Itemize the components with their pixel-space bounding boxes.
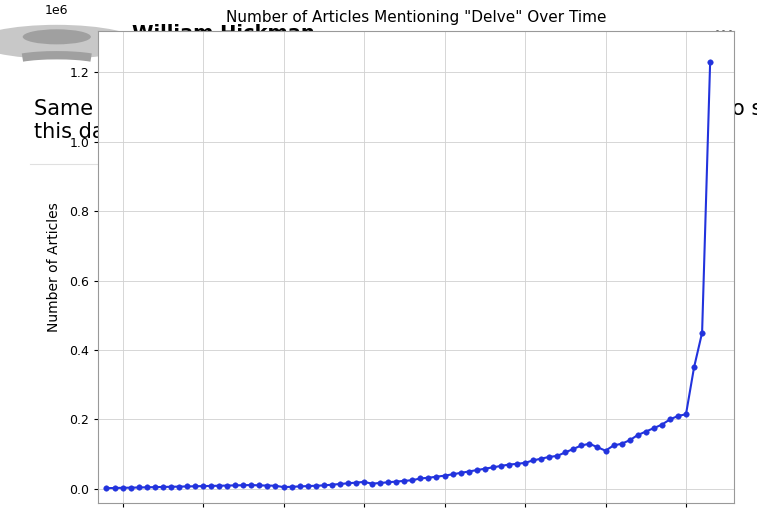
Circle shape: [23, 29, 91, 44]
Circle shape: [0, 24, 140, 60]
Text: @williamhickman_: @williamhickman_: [132, 54, 287, 73]
Text: 1e6: 1e6: [45, 4, 68, 16]
Text: William Hickman: William Hickman: [132, 24, 315, 43]
Title: Number of Articles Mentioning "Delve" Over Time: Number of Articles Mentioning "Delve" Ov…: [226, 10, 606, 26]
Text: Same trend in economics! Used ChatGPT (GPT-4) to write a script to scrape
this d: Same trend in economics! Used ChatGPT (G…: [34, 99, 757, 142]
Y-axis label: Number of Articles: Number of Articles: [47, 202, 61, 331]
Text: ···: ···: [713, 24, 734, 44]
